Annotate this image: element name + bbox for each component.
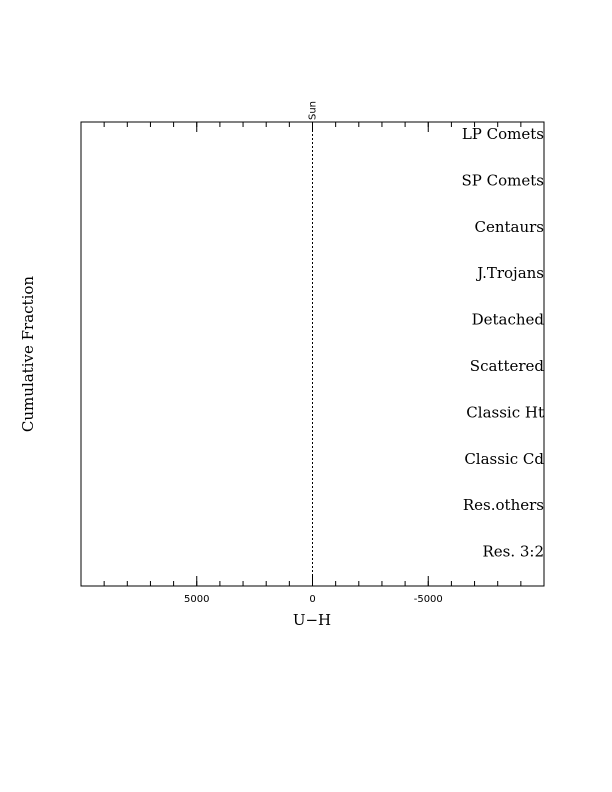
panel-label: J.Trojans [475, 264, 544, 282]
panel-label: Scattered [470, 357, 545, 375]
panel-label: Centaurs [474, 218, 544, 236]
reference-label: Sun [308, 101, 319, 120]
panel-label: LP Comets [462, 125, 544, 143]
y-axis-label: Cumulative Fraction [19, 276, 37, 432]
panel-label: SP Comets [462, 171, 544, 189]
panel-label: Res.others [463, 496, 544, 514]
panel-label: Classic Cd [464, 450, 544, 468]
panel-label: Classic Ht [466, 403, 544, 421]
x-tick-label: 0 [309, 594, 315, 605]
panel-label: Res. 3:2 [482, 543, 544, 561]
x-tick-label: 5000 [184, 594, 209, 605]
x-tick-label: -5000 [414, 594, 443, 605]
panel-label: Detached [472, 311, 545, 329]
x-axis-label: U−H [293, 611, 331, 629]
